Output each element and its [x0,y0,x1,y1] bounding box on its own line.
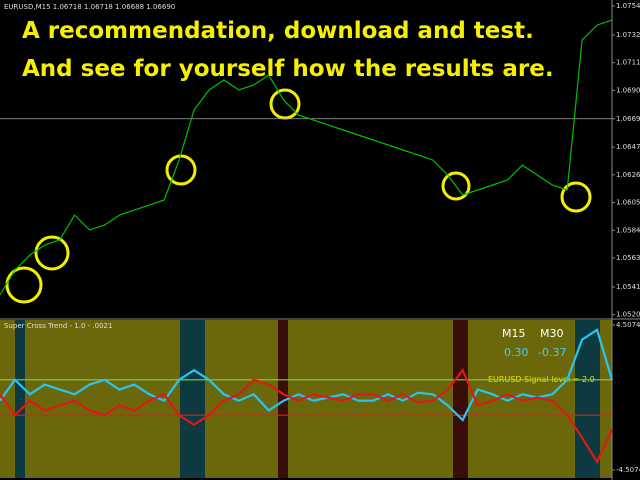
y-tick-label: 1.05635 [616,254,640,262]
data-line [0,368,613,465]
y-tick-label: 1.05845 [616,226,640,234]
band [15,320,25,478]
y-tick-label: -4.5074 [616,466,640,474]
circle [560,181,592,213]
headline: And see for yourself how the results are… [22,56,554,82]
circle [269,88,301,120]
timeframe: M15 [502,327,526,340]
symbol-header: EURUSD,M15 1.06718 1.06718 1.06688 1.066… [4,3,175,11]
timeframe: M30 [540,327,564,340]
y-tick-label: 1.07115 [616,59,640,67]
y-tick-label: 1.06055 [616,199,640,207]
indicator-name: Super Cross Trend - 1.0 - .0021 [4,322,112,330]
y-tick-label: 1.06905 [616,86,640,94]
headline: A recommendation, download and test. [22,18,534,44]
circle [441,171,471,201]
highlights [5,88,592,304]
band [180,320,205,478]
circle [5,266,43,304]
y-tick-label: 1.06265 [616,171,640,179]
y-tick-label: 1.06475 [616,143,640,151]
y-tick-label: 1.06690 [616,115,640,123]
circle [165,154,197,186]
reading: 0.30 [504,346,529,359]
band [453,320,468,478]
y-tick-label: 1.05205 [616,311,640,319]
y-tick-label: 1.07545 [616,2,640,10]
band [278,320,288,478]
circle [34,235,70,271]
y-tick-label: 1.05415 [616,283,640,291]
y-tick-label: 1.07325 [616,31,640,39]
data-line [0,19,613,296]
band [575,320,600,478]
y-tick-label: 4.5074 [616,321,640,329]
reading: -0.37 [538,346,566,359]
